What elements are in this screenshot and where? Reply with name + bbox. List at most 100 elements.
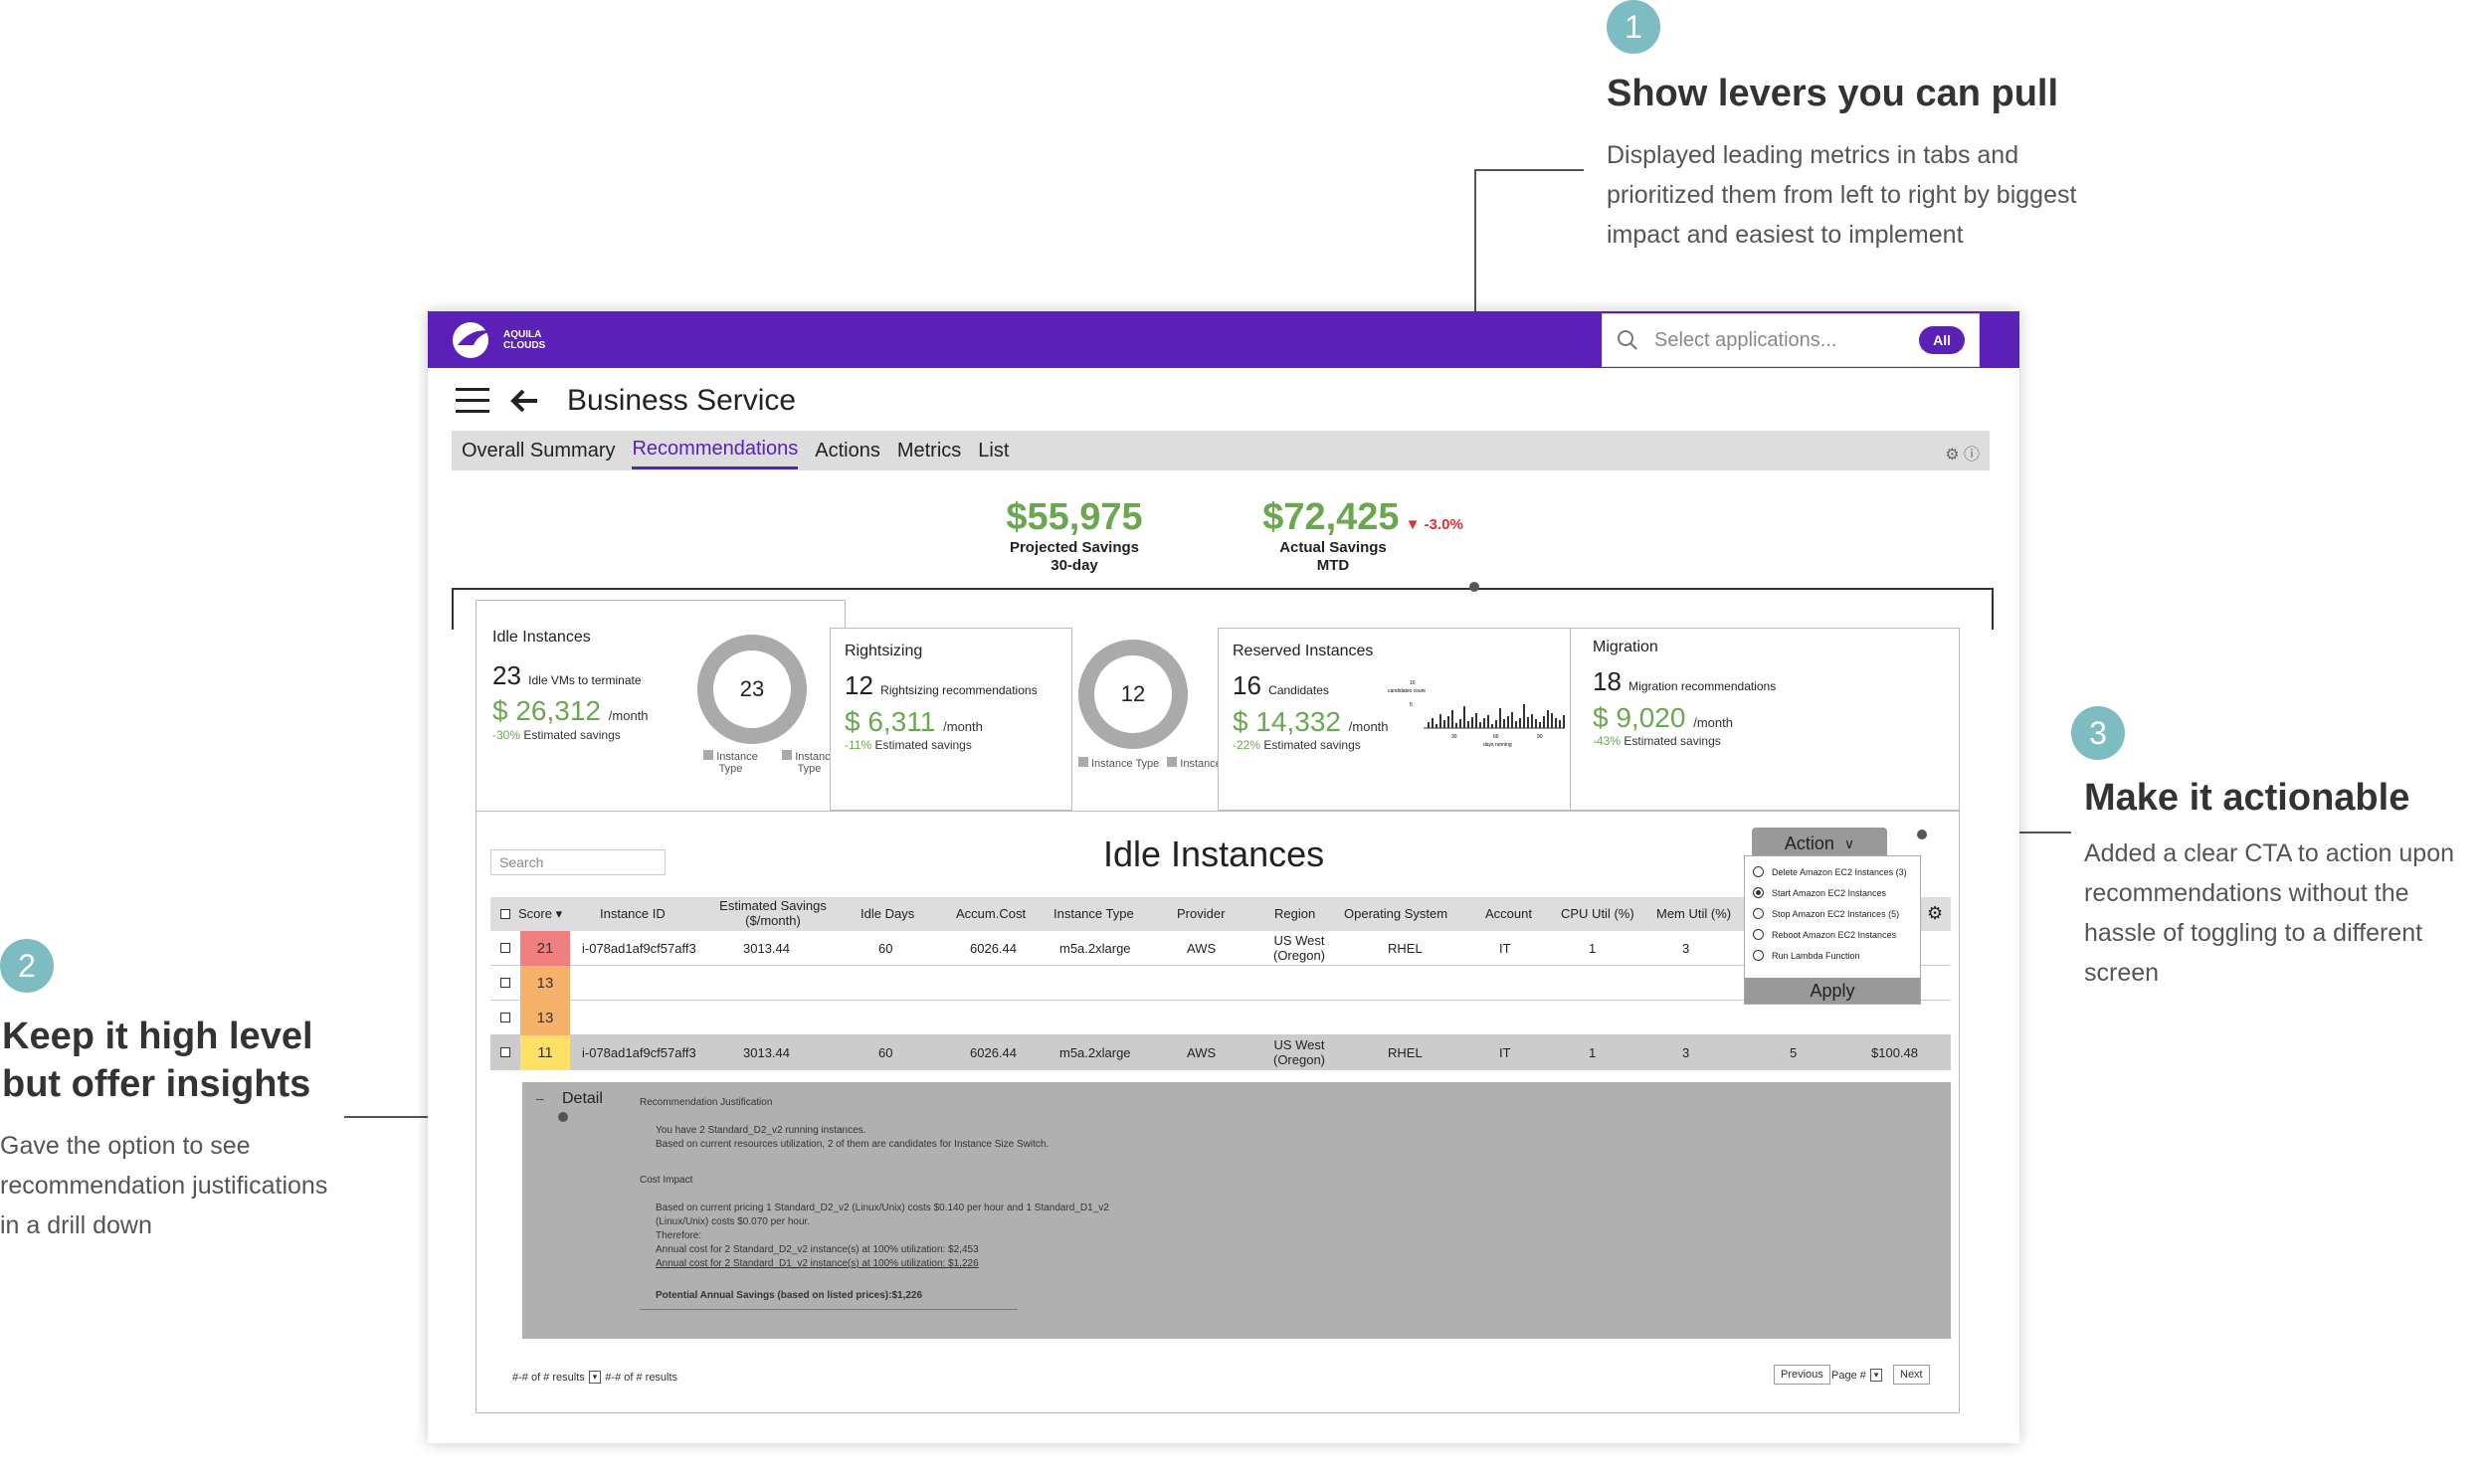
column-instance-type[interactable]: Instance Type bbox=[1053, 906, 1134, 921]
kpi-delta: ▼ -3.0% bbox=[1405, 516, 1463, 533]
column-idle-days[interactable]: Idle Days bbox=[861, 906, 915, 921]
results-dropdown[interactable]: ▾ bbox=[588, 1371, 602, 1384]
table-title: Idle Instances bbox=[1103, 834, 1325, 874]
page-dropdown-icon[interactable]: ▾ bbox=[1869, 1369, 1883, 1382]
column-accum-cost[interactable]: Accum.Cost bbox=[956, 906, 1027, 921]
mini-bar bbox=[1511, 712, 1513, 728]
kpi-value: $72,425 bbox=[1262, 496, 1400, 538]
tab-actions[interactable]: Actions bbox=[815, 439, 880, 462]
select-all-checkbox[interactable] bbox=[500, 909, 510, 919]
idle-days-cell: 60 bbox=[878, 1045, 893, 1060]
action-option[interactable]: Reboot Amazon EC2 Instances bbox=[1753, 929, 1896, 940]
mini-bar bbox=[1435, 724, 1437, 728]
mini-bar bbox=[1459, 719, 1461, 728]
x-tick: 90 bbox=[1537, 734, 1543, 740]
row-checkbox[interactable] bbox=[500, 1047, 510, 1057]
next-button[interactable]: Next bbox=[1893, 1365, 1930, 1385]
collapse-icon[interactable]: – bbox=[536, 1090, 544, 1106]
action-option[interactable]: Start Amazon EC2 Instances bbox=[1753, 887, 1886, 898]
mini-bar bbox=[1551, 713, 1553, 728]
instance-id-cell: i-078ad1af9cf57aff3 bbox=[582, 941, 696, 956]
table-row[interactable]: 13 bbox=[490, 966, 1951, 1001]
kpi-label: Projected Savings bbox=[1009, 539, 1140, 556]
filter-all-badge[interactable]: All bbox=[1919, 326, 1965, 354]
tab-metrics[interactable]: Metrics bbox=[896, 439, 962, 462]
settings-icon[interactable]: ⚙ bbox=[1945, 447, 1960, 464]
mini-bar bbox=[1447, 716, 1449, 728]
settings-info-icons[interactable]: ⚙ ⓘ bbox=[1945, 441, 1980, 464]
back-arrow-icon[interactable] bbox=[507, 386, 543, 416]
column-score[interactable]: Score ▾ bbox=[518, 906, 563, 921]
column-cpu-util[interactable]: CPU Util (%) bbox=[1561, 906, 1634, 921]
cpu-cell: 1 bbox=[1589, 1045, 1597, 1060]
results-count-left: #-# of # results ▾ #-# of # results bbox=[512, 1371, 678, 1384]
kpi-label-period: 30-day bbox=[1051, 557, 1098, 574]
chevron-down-icon: ∨ bbox=[1843, 835, 1855, 851]
cost-line: Therefore: bbox=[656, 1230, 702, 1241]
annotation-3-body: Added a clear CTA to action upon recomme… bbox=[2084, 839, 2454, 987]
action-option[interactable]: Run Lambda Function bbox=[1753, 950, 1860, 961]
mini-bars bbox=[1428, 704, 1565, 728]
card-migration[interactable]: Migration 18 Migration recommendations $… bbox=[1570, 628, 1960, 811]
aquila-logo[interactable]: AQUILA CLOUDS bbox=[452, 321, 545, 359]
table-row[interactable]: 21 i-078ad1af9cf57aff3 3013.44 60 6026.4… bbox=[490, 931, 1951, 966]
instance-id-cell: i-078ad1af9cf57aff3 bbox=[582, 1045, 696, 1060]
card-idle-instances[interactable]: Idle Instances 23 Idle VMs to terminate … bbox=[476, 600, 846, 811]
mini-bar bbox=[1543, 716, 1545, 728]
legend-item: Instance Type bbox=[774, 750, 845, 775]
application-search[interactable]: Select applications... All bbox=[1602, 313, 1980, 367]
column-region[interactable]: Region bbox=[1274, 906, 1316, 921]
column-operating-system[interactable]: Operating System bbox=[1344, 906, 1448, 921]
column-mem-util[interactable]: Mem Util (%) bbox=[1656, 906, 1732, 921]
brand-line-2: CLOUDS bbox=[503, 340, 546, 351]
table-row-expanded[interactable]: 11 i-078ad1af9cf57aff3 3013.44 60 6026.4… bbox=[490, 1035, 1951, 1070]
cost-line: Annual cost for 2 Standard_D2_v2 instanc… bbox=[656, 1244, 979, 1255]
row-checkbox[interactable] bbox=[500, 978, 510, 988]
savings-cell: 3013.44 bbox=[743, 941, 790, 956]
detail-toggle[interactable]: Detail bbox=[562, 1090, 603, 1107]
mini-bar bbox=[1499, 708, 1501, 728]
accum-cost-cell: 6026.44 bbox=[970, 941, 1017, 956]
info-icon[interactable]: ⓘ bbox=[1963, 447, 1980, 464]
tab-overall-summary[interactable]: Overall Summary bbox=[462, 439, 616, 462]
cost-line: (Linux/Unix) costs $0.070 per hour. bbox=[656, 1216, 811, 1227]
table-row[interactable]: 13 bbox=[490, 1001, 1951, 1035]
tab-recommendations[interactable]: Recommendations bbox=[632, 432, 799, 469]
mini-bar bbox=[1451, 710, 1453, 728]
application-search-placeholder[interactable]: Select applications... bbox=[1654, 328, 1837, 351]
card-rightsizing[interactable]: Rightsizing 12 Rightsizing recommendatio… bbox=[830, 628, 1072, 811]
action-option[interactable]: Delete Amazon EC2 Instances (3) bbox=[1753, 866, 1907, 877]
apply-button[interactable]: Apply bbox=[1745, 978, 1920, 1004]
hamburger-menu-icon[interactable] bbox=[454, 386, 493, 416]
mini-bar bbox=[1467, 721, 1469, 728]
table-settings-icon[interactable]: ⚙ bbox=[1927, 903, 1944, 923]
table-search-input[interactable]: Search bbox=[490, 849, 666, 875]
page-selector[interactable]: Page # ▾ bbox=[1831, 1369, 1883, 1382]
region-cell: US West (Oregon) bbox=[1272, 933, 1326, 963]
card-money: $ 9,020 /month bbox=[1593, 702, 1733, 733]
accum-cost-cell: 6026.44 bbox=[970, 1045, 1017, 1060]
row-checkbox[interactable] bbox=[500, 1013, 510, 1022]
eagle-icon bbox=[453, 322, 491, 358]
os-cell: RHEL bbox=[1388, 1045, 1423, 1060]
page-title: Business Service bbox=[567, 384, 797, 417]
mini-bar bbox=[1483, 718, 1485, 728]
mini-bar bbox=[1432, 718, 1434, 728]
column-instance-id[interactable]: Instance ID bbox=[600, 906, 666, 921]
account-cell: IT bbox=[1499, 1045, 1511, 1060]
card-reserved-instances[interactable]: Reserved Instances 16 Candidates $ 14,33… bbox=[1218, 628, 1582, 811]
mini-bar bbox=[1555, 718, 1557, 728]
annotation-2-dot bbox=[558, 1112, 568, 1122]
annotation-3-dot bbox=[1917, 830, 1927, 839]
region-cell: US West (Oregon) bbox=[1272, 1037, 1326, 1067]
column-account[interactable]: Account bbox=[1485, 906, 1532, 921]
action-button[interactable]: Action ∨ bbox=[1752, 828, 1887, 859]
mini-bar bbox=[1523, 704, 1525, 728]
column-estimated-savings[interactable]: Estimated Savings ($/month) bbox=[719, 898, 827, 928]
action-option[interactable]: Stop Amazon EC2 Instances (5) bbox=[1753, 908, 1899, 919]
previous-button[interactable]: Previous bbox=[1774, 1365, 1830, 1385]
column-provider[interactable]: Provider bbox=[1177, 906, 1226, 921]
provider-cell: AWS bbox=[1187, 1045, 1217, 1060]
row-checkbox[interactable] bbox=[500, 943, 510, 953]
tab-list[interactable]: List bbox=[978, 439, 1010, 462]
